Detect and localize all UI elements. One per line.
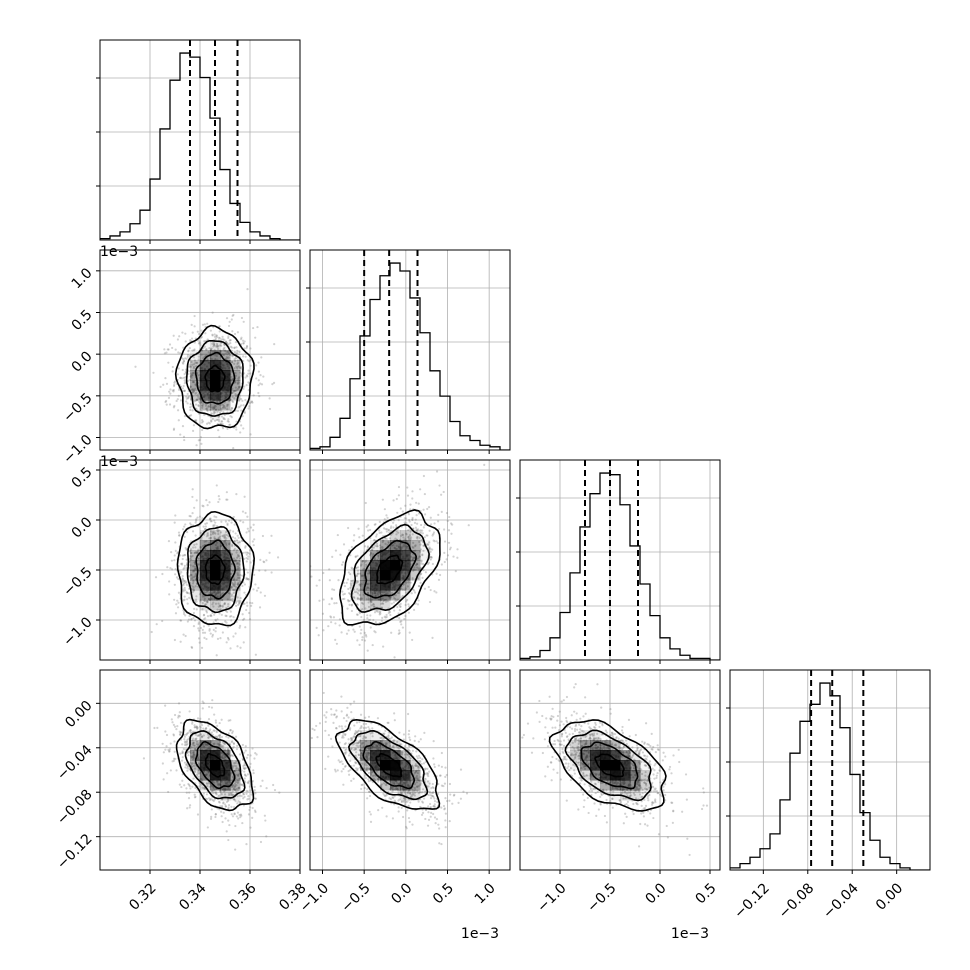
ytick-label-3-3: 0.00 [62, 698, 95, 731]
xtick-label-0-1: 0.34 [176, 880, 209, 913]
contour-2-1-2 [350, 523, 430, 613]
contour-2-0-0 [204, 554, 226, 586]
contour-3-1-0 [375, 753, 403, 778]
histogram-2 [520, 472, 720, 660]
ytick-label-2-1: −0.5 [60, 564, 95, 599]
ytick-label-2-0: −1.0 [60, 614, 95, 649]
contour-3-0-0 [204, 752, 226, 778]
ytick-label-3-1: −0.08 [54, 787, 96, 829]
panel-frame-2-2 [519, 459, 721, 661]
panel-frame-3-1 [309, 669, 511, 871]
xtick-label-0-2: 0.36 [226, 880, 259, 913]
ytick-label-3-2: −0.04 [54, 742, 96, 784]
contour-2-1-1 [363, 539, 417, 599]
xtick-label-2-0: −1.0 [534, 880, 569, 915]
panel-frame-1-1 [309, 249, 511, 451]
xtick-label-1-3: 0.5 [430, 880, 457, 907]
contour-3-2-0 [594, 753, 625, 778]
contour-3-2-2 [564, 729, 652, 802]
x-offset-label-1: 1e−3 [461, 926, 499, 942]
hist-panel-3 [726, 669, 931, 871]
contour-3-0-2 [184, 730, 246, 800]
contour-2-0-1 [195, 539, 236, 600]
scatter-panel-2-0 [99, 459, 301, 661]
ytick-label-3-0: −0.12 [54, 831, 96, 873]
xtick-label-3-0: −0.12 [731, 880, 773, 922]
ytick-label-1-1: −0.5 [60, 390, 95, 425]
contour-3-1-1 [362, 740, 416, 790]
contour-3-2-1 [580, 741, 639, 790]
contour-2-1-0 [376, 554, 404, 585]
xtick-label-0-0: 0.32 [126, 880, 159, 913]
contour-1-0-1 [194, 351, 236, 405]
histogram-1 [310, 262, 510, 450]
scatter-panel-1-0 [99, 249, 301, 451]
contour-1-0-3 [174, 324, 255, 430]
xtick-label-2-3: 0.5 [693, 880, 720, 907]
xtick-label-1-4: 1.0 [472, 880, 499, 907]
contour-2-0-3 [176, 510, 255, 627]
ytick-label-2-2: 0.0 [69, 514, 96, 541]
contour-3-0-3 [175, 718, 255, 812]
hist-panel-0 [96, 39, 301, 241]
ytick-label-1-2: 0.0 [69, 349, 96, 376]
scatter-panel-2-1 [309, 459, 511, 661]
xtick-label-3-3: 0.00 [873, 880, 906, 913]
contour-3-1-2 [348, 730, 429, 801]
ytick-label-2-3: 0.5 [69, 464, 96, 491]
histogram-3 [730, 682, 930, 870]
xtick-label-2-1: −0.5 [584, 880, 619, 915]
panel-frame-2-1 [309, 459, 511, 661]
panel-frame-3-2 [519, 669, 721, 871]
scatter-panel-3-0 [99, 669, 301, 871]
y-offset-label-1: 1e−3 [100, 244, 138, 260]
scatter-panel-3-2 [519, 669, 721, 871]
xtick-label-3-1: −0.08 [776, 880, 818, 922]
contour-1-0-2 [185, 339, 244, 417]
xtick-label-2-2: 0.0 [643, 880, 670, 907]
contour-3-2-3 [548, 719, 667, 812]
contour-3-0-1 [194, 741, 236, 790]
xtick-label-1-1: −0.5 [338, 880, 373, 915]
contour-2-0-2 [186, 526, 246, 614]
ytick-label-1-3: 0.5 [69, 307, 96, 334]
ytick-label-1-0: −1.0 [60, 432, 95, 467]
contour-2-1-3 [339, 509, 441, 626]
contour-3-1-3 [334, 719, 441, 810]
ytick-label-1-4: 1.0 [69, 265, 96, 292]
hist-panel-2 [516, 459, 721, 661]
xtick-label-1-2: 0.0 [388, 880, 415, 907]
xtick-label-3-2: −0.04 [820, 880, 862, 922]
y-offset-label-2: 1e−3 [100, 454, 138, 470]
hist-panel-1 [306, 249, 511, 451]
x-offset-label-2: 1e−3 [671, 926, 709, 942]
scatter-panel-3-1 [309, 669, 511, 871]
contour-1-0-0 [204, 364, 226, 393]
histogram-0 [100, 52, 300, 240]
panel-frame-3-3 [729, 669, 931, 871]
